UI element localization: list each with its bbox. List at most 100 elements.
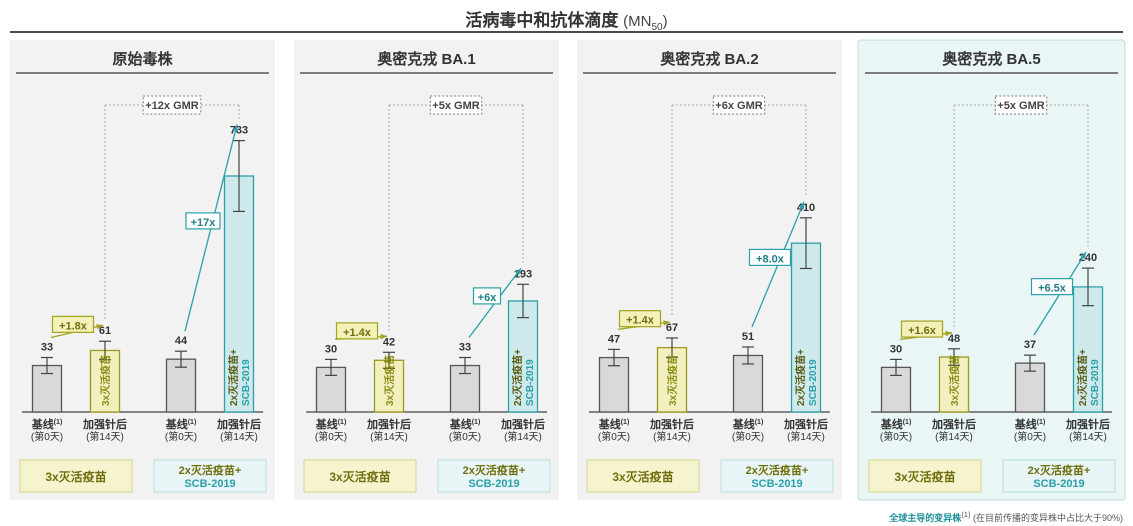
x-tick-sublabel: (第0天) (732, 430, 764, 443)
fold-label: +1.6x (908, 325, 937, 337)
group-label-box (437, 459, 551, 493)
group-label: 3x灭活疫苗 (329, 469, 390, 484)
x-tick-sublabel: (第14天) (220, 430, 258, 443)
x-tick-label: 加强针后 (500, 417, 545, 431)
data-label: 30 (325, 343, 337, 355)
bar (732, 354, 764, 413)
x-tick-sublabel: (第0天) (31, 430, 63, 443)
x-tick-sublabel: (第0天) (1014, 430, 1046, 443)
gmr-label-box (142, 95, 202, 115)
data-label: 42 (383, 336, 395, 348)
bar-inner-label-text: SCB-2019 (1090, 359, 1101, 406)
bar-inner-label: 2x灭活疫苗+ SCB-2019 (1076, 349, 1101, 406)
group-label: 2x灭活疫苗+ (746, 463, 809, 477)
bar (938, 356, 970, 413)
fold-label: +1.4x (343, 327, 372, 339)
x-tick-label: 加强针后 (1065, 417, 1110, 431)
bar-inner-label-text: 3x灭活疫苗 (948, 355, 961, 406)
data-label: 33 (41, 342, 53, 354)
bar-inner-label-text: 3x灭活疫苗 (99, 355, 112, 406)
fold-arrowhead (96, 324, 103, 330)
fold-label-box (748, 248, 792, 267)
fold-arrowhead (1080, 252, 1086, 260)
chart-panel-4: 奥密克戎 BA.530基线(1)(第0天)483x灭活疫苗加强针后(第14天)3… (857, 39, 1126, 501)
group-label-box (153, 459, 267, 493)
group-label-box (868, 459, 982, 493)
bar-inner-label-text: 3x灭活疫苗 (666, 355, 679, 406)
bar (89, 349, 121, 413)
x-tick-label: 加强针后 (216, 417, 261, 431)
data-label: 30 (890, 343, 902, 355)
data-label: 67 (666, 322, 678, 334)
fold-label: +6.5x (1038, 283, 1067, 295)
panel-title: 奥密克戎 BA.1 (377, 50, 475, 68)
x-tick-sublabel: (第0天) (165, 430, 197, 443)
panel-title: 原始毒株 (112, 50, 173, 68)
x-tick-sublabel: (第14天) (653, 430, 691, 443)
bar-inner-label: 2x灭活疫苗+ SCB-2019 (227, 349, 252, 406)
x-tick-sublabel: (第14天) (787, 430, 825, 443)
data-label: 733 (230, 125, 248, 137)
title-underline (10, 31, 1123, 33)
bar-inner-label-text: 2x灭活疫苗+ (1076, 349, 1089, 406)
chart-title: 活病毒中和抗体滴度 (MN50) (0, 6, 1133, 33)
chart-title-text: 活病毒中和抗体滴度 (465, 11, 619, 30)
data-label: 37 (1024, 339, 1036, 351)
bar-inner-label-text: 2x灭活疫苗+ (794, 349, 807, 406)
data-label: 44 (175, 335, 188, 347)
x-tick-label: 加强针后 (366, 417, 411, 431)
fold-arrowhead (945, 330, 952, 337)
bar (507, 300, 539, 413)
data-label: 61 (99, 325, 111, 337)
x-tick-sublabel: (第0天) (598, 430, 630, 443)
panel-title: 奥密克戎 BA.5 (942, 50, 1040, 68)
fold-label: +1.4x (626, 315, 655, 327)
bar-inner-label: 2x灭活疫苗+ SCB-2019 (511, 349, 536, 406)
group-label-box (720, 459, 834, 493)
fold-label: +1.8x (59, 320, 88, 332)
bar-inner-label-text: SCB-2019 (241, 359, 252, 406)
x-tick-label: 加强针后 (82, 417, 127, 431)
x-tick-sublabel: (第14天) (86, 430, 124, 443)
gmr-label-box (994, 95, 1048, 115)
fold-label-box (472, 287, 502, 305)
bar (31, 364, 63, 413)
gmr-label: +6x GMR (715, 100, 762, 112)
x-tick-sublabel: (第0天) (449, 430, 481, 443)
x-tick-sublabel: (第14天) (1069, 430, 1107, 443)
group-label: 3x灭活疫苗 (894, 469, 955, 484)
fold-label-box (1030, 278, 1074, 296)
gmr-label-box (712, 95, 766, 115)
fold-arrowhead (514, 268, 521, 276)
panel-bg (294, 40, 559, 500)
fold-label: +17x (191, 217, 217, 229)
fold-arrowhead (380, 333, 387, 340)
group-label-box (1002, 459, 1116, 493)
x-tick-sublabel: (第0天) (880, 430, 912, 443)
fold-label-box (900, 320, 944, 338)
panel-title: 奥密克戎 BA.2 (660, 50, 758, 68)
fold-label-box (185, 212, 221, 230)
data-label: 51 (742, 331, 754, 343)
bar-inner-label: 3x灭活疫苗 (666, 355, 679, 406)
fold-label: +8.0x (756, 253, 785, 265)
gmr-label: +5x GMR (432, 100, 479, 112)
x-tick-sublabel: (第14天) (504, 430, 542, 443)
bar-inner-label: 3x灭活疫苗 (948, 355, 961, 406)
bar-inner-label-text: SCB-2019 (808, 359, 819, 406)
chart-panel-1: 原始毒株33基线(1)(第0天)613x灭活疫苗加强针后(第14天)44基线(1… (10, 40, 275, 500)
group-label-box (303, 459, 417, 493)
fold-arrowhead (663, 320, 670, 326)
bar (165, 358, 197, 413)
fold-label-box (618, 310, 662, 328)
fold-label: +6x (478, 292, 498, 304)
x-tick-sublabel: (第0天) (315, 430, 347, 443)
fold-arrowhead (799, 201, 805, 209)
gmr-label: +12x GMR (145, 100, 199, 112)
x-tick-label: 加强针后 (783, 417, 828, 431)
bar-inner-label: 2x灭活疫苗+ SCB-2019 (794, 349, 819, 406)
bar-inner-label-text: 2x灭活疫苗+ (511, 349, 524, 406)
panel-highlight-bg (857, 39, 1126, 501)
bar (1072, 286, 1104, 413)
